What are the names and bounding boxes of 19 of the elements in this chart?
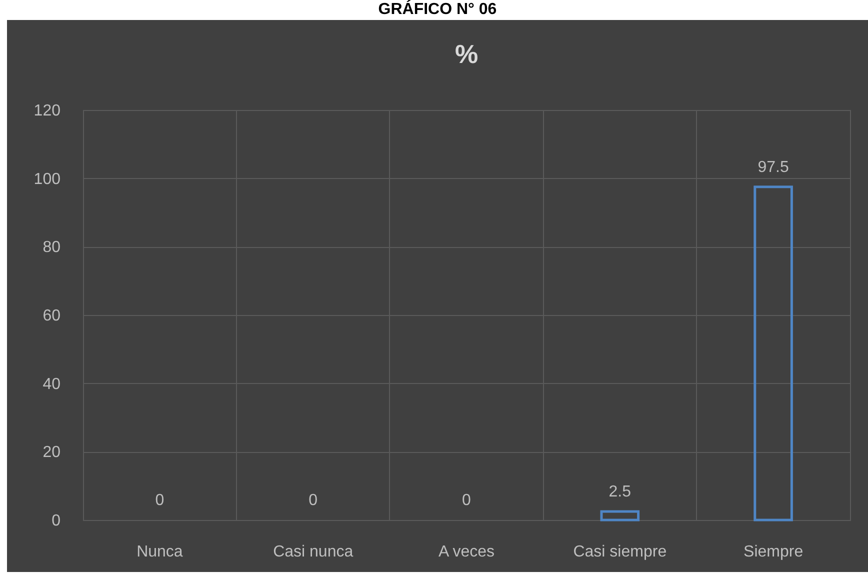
x-tick-label: A veces [438,544,495,560]
y-tick-label: 0 [52,512,61,530]
y-tick-label: 120 [34,102,61,120]
x-tick-label: Casi nunca [273,544,354,560]
x-tick-label: Siempre [744,544,804,560]
chart-subtitle: % [454,39,478,69]
data-label: 0 [155,492,164,509]
y-tick-label: 60 [42,308,61,324]
data-label: 2.5 [608,483,632,500]
y-tick-label: 100 [34,170,61,188]
data-label: 0 [462,492,472,509]
x-tick-label: Nunca [136,544,183,560]
chart-title: GRÁFICO N° 06 [377,0,498,20]
y-tick-label: 20 [42,444,61,462]
y-tick-label: 40 [42,376,61,393]
x-tick-label: Casi siempre [573,544,667,560]
y-tick-label: 80 [42,239,61,256]
data-label: 97.5 [758,158,789,176]
data-label: 0 [308,492,318,509]
